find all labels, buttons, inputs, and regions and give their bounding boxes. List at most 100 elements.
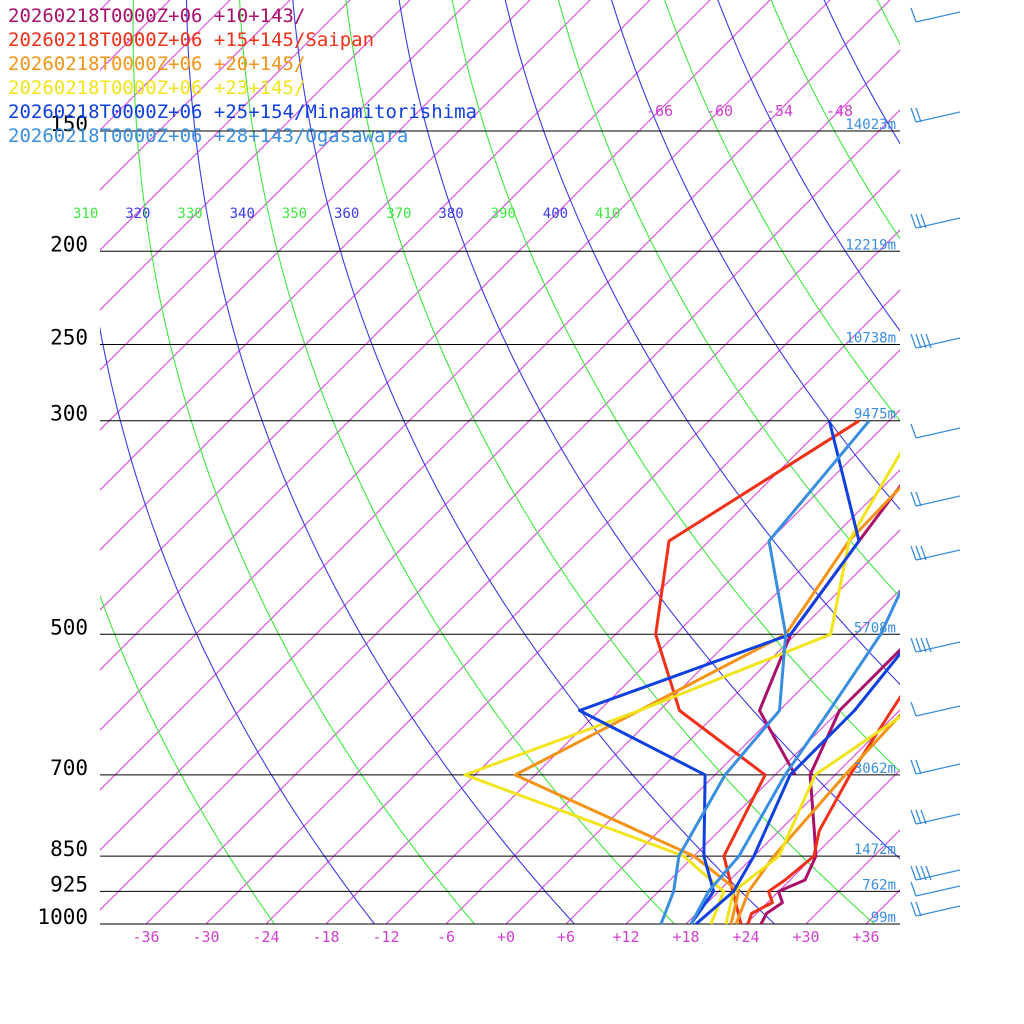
x-tick-label: +12 — [612, 928, 639, 946]
wind-barb — [910, 107, 961, 123]
temperature-profile — [695, 651, 900, 925]
wind-barb — [910, 545, 961, 561]
x-tick-label: +36 — [852, 928, 879, 946]
isotherm-line — [505, 529, 900, 925]
isotherm-line — [926, 0, 1024, 924]
height-label: 9475m — [854, 407, 896, 423]
sounding-profiles — [463, 419, 900, 925]
legend-entry: 20260218T0000Z+06 +10+143/ — [8, 5, 305, 27]
isotherm-line — [100, 0, 531, 431]
temperature-profile — [759, 647, 900, 925]
isotherm-line — [100, 0, 651, 551]
pressure-label: 1000 — [37, 905, 88, 929]
pressure-label: 700 — [50, 756, 88, 780]
pressure-label: 250 — [50, 326, 88, 350]
wind-barb — [910, 637, 961, 653]
wind-barb — [910, 213, 961, 229]
isotherm-line — [625, 649, 900, 925]
isotherm-line — [325, 349, 900, 925]
height-label: 10738m — [845, 331, 896, 347]
isotherm-line — [865, 889, 900, 925]
legend-entry: 20260218T0000Z+06 +25+154/Minamitorishim… — [8, 101, 477, 123]
height-label: 99m — [871, 910, 896, 926]
x-tick-label: +30 — [792, 928, 819, 946]
x-tick-label: +18 — [672, 928, 699, 946]
legend-entry: 20260218T0000Z+06 +23+145/ — [8, 77, 305, 99]
upper-isotherm-label: -48 — [826, 102, 853, 120]
isotherm-line — [100, 0, 831, 731]
pressure-label: 500 — [50, 615, 88, 639]
isotherm-line — [205, 229, 900, 925]
height-label: 762m — [862, 877, 896, 893]
dry-adiabat-line — [504, 0, 900, 686]
isotherm-line — [100, 0, 891, 791]
x-tick-label: +24 — [732, 928, 759, 946]
isotherm-line — [986, 0, 1024, 924]
x-tick-label: -36 — [132, 928, 159, 946]
x-tick-label: -24 — [252, 928, 279, 946]
dry-adiabat-line — [823, 0, 900, 145]
x-tick-label: +6 — [557, 928, 575, 946]
isobar-lines — [100, 130, 900, 925]
theta-label: 390 — [491, 206, 516, 222]
x-tick-label: -6 — [437, 928, 455, 946]
dewpoint-profile — [513, 485, 900, 925]
theta-label: 400 — [543, 206, 568, 222]
isotherm-line — [100, 0, 771, 671]
chart-labels: 1000 99m 925 762m 850 1472m 700 3062m 500 5708m 30… — [37, 102, 896, 946]
legend-entry: 20260218T0000Z+06 +28+143/Ogasawara — [8, 125, 408, 147]
legend-entry: 20260218T0000Z+06 +15+145/Saipan — [8, 29, 374, 51]
pressure-label: 850 — [50, 837, 88, 861]
pressure-label: 150 — [50, 112, 88, 136]
pressure-label: 300 — [50, 402, 88, 426]
legend-entry: 20260218T0000Z+06 +20+145/ — [8, 53, 305, 75]
height-label: 14023m — [845, 117, 896, 133]
x-tick-label: -30 — [192, 928, 219, 946]
upper-isotherm-label: -66 — [646, 102, 673, 120]
wind-barb — [910, 809, 961, 825]
dry-adiabat-line — [770, 0, 900, 240]
wind-barb — [910, 701, 961, 717]
isotherm-line — [100, 109, 900, 911]
theta-label: 360 — [334, 206, 359, 222]
temperature-profile — [689, 589, 900, 925]
theta-label: 310 — [73, 206, 98, 222]
isotherm-line — [100, 0, 711, 611]
wind-barb — [910, 901, 961, 917]
theta-label: 410 — [595, 206, 620, 222]
dry-adiabat-line — [611, 0, 900, 511]
wind-barb — [910, 759, 961, 775]
theta-label: 330 — [177, 206, 202, 222]
isotherm-line — [100, 0, 471, 371]
upper-isotherm-label: -60 — [706, 102, 733, 120]
isotherm-line — [385, 409, 900, 925]
dry-adiabat-line — [876, 0, 900, 46]
dry-adiabat-line — [398, 0, 900, 860]
height-label: 3062m — [854, 761, 896, 777]
upper-isotherm-label: -54 — [766, 102, 793, 120]
legend: 20260218T0000Z+06 +10+143/20260218T0000Z… — [8, 5, 477, 147]
dry-adiabat-line — [664, 0, 900, 422]
temperature-profile — [746, 694, 900, 925]
wind-barb — [910, 865, 961, 881]
theta-label: 370 — [386, 206, 411, 222]
isotherm-line — [265, 289, 900, 925]
x-tick-label: +0 — [497, 928, 515, 946]
isotherm-line — [445, 469, 900, 925]
isotherm-line — [100, 49, 900, 851]
wind-barb — [910, 7, 961, 23]
height-label: 12219m — [845, 237, 896, 253]
wind-barbs — [910, 7, 961, 917]
dewpoint-profile — [463, 450, 900, 925]
wind-barb — [910, 423, 961, 439]
dewpoint-profile — [758, 483, 900, 776]
isotherm-line — [145, 169, 900, 925]
x-tick-label: -12 — [372, 928, 399, 946]
dewpoint-profile — [659, 419, 871, 925]
theta-label: 380 — [438, 206, 463, 222]
dry-adiabat-line — [557, 0, 900, 598]
theta-label: 350 — [282, 206, 307, 222]
wind-barb — [910, 491, 961, 507]
isotherm-line — [100, 0, 411, 311]
wind-barb — [910, 881, 961, 897]
